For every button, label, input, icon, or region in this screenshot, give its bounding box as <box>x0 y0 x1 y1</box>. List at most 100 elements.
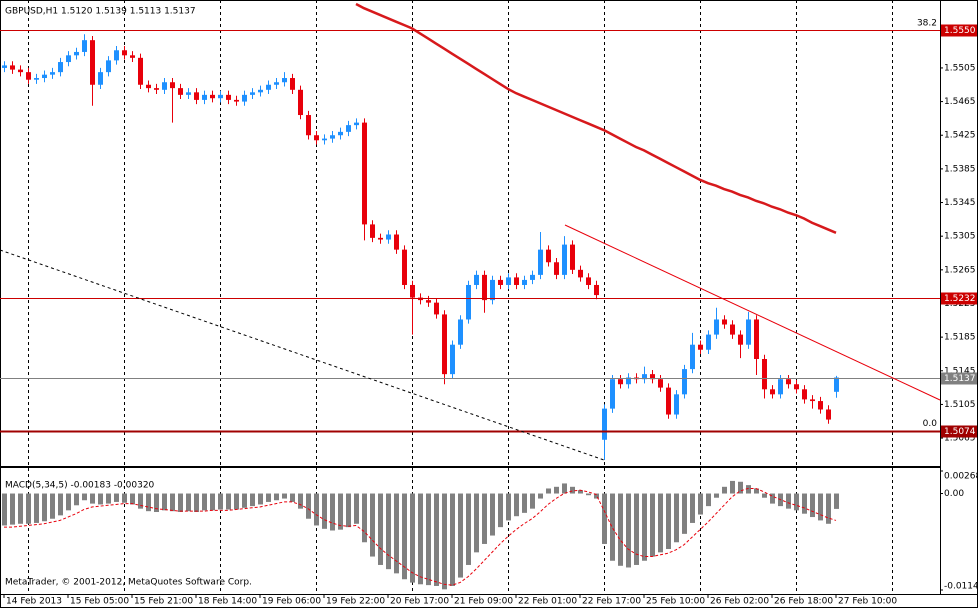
candle-body <box>186 92 191 95</box>
macd-bar <box>362 493 367 543</box>
macd-bar <box>338 493 343 530</box>
candle-body <box>674 394 679 415</box>
candle-body <box>794 384 799 390</box>
candle-body <box>58 62 63 73</box>
candle-body <box>402 249 407 285</box>
price-level-box <box>941 292 977 305</box>
x-tick-label: 15 Feb 21:00 <box>134 597 193 607</box>
macd-bar <box>506 493 511 521</box>
macd-bar <box>490 493 495 536</box>
candle-body <box>722 319 727 325</box>
price-level-label: 1.5232 <box>944 294 976 304</box>
macd-bar <box>234 493 239 510</box>
macd-bar <box>826 493 831 524</box>
macd-bar <box>578 490 583 494</box>
price-level-label: 1.5550 <box>944 26 976 36</box>
macd-signal <box>4 487 837 586</box>
macd-bar <box>794 493 799 511</box>
macd-bar <box>258 493 263 505</box>
macd-bar <box>426 493 431 586</box>
macd-bar <box>170 493 175 512</box>
macd-bar <box>514 493 519 517</box>
macd-bar <box>26 493 31 524</box>
macd-bar <box>386 493 391 570</box>
macd-title: MACD(5,34,5) -0.00183 -0.00320 <box>5 481 155 491</box>
candle-body <box>178 88 183 95</box>
candle-body <box>746 319 751 345</box>
candle-body <box>554 262 559 275</box>
macd-bar <box>706 493 711 507</box>
macd-bar <box>314 493 319 526</box>
macd-bar <box>154 493 159 513</box>
candle-body <box>466 284 471 320</box>
candle-body <box>306 115 311 136</box>
y-tick-label: 1.5065 <box>944 434 976 444</box>
y-tick-label: 1.5425 <box>944 131 976 141</box>
x-tick-label: 18 Feb 14:00 <box>198 597 257 607</box>
candle-body <box>314 135 319 141</box>
candle-body <box>626 377 631 385</box>
macd-bar <box>130 493 135 505</box>
macd-bar <box>634 493 639 565</box>
candle-body <box>666 387 671 415</box>
macd-bar <box>218 493 223 510</box>
macd-bar <box>114 493 119 502</box>
macd-bar <box>434 493 439 586</box>
candle-body <box>738 334 743 345</box>
macd-bar <box>282 493 287 499</box>
y-tick-label: 1.5305 <box>944 232 976 242</box>
candle-body <box>26 72 31 80</box>
candle-body <box>146 84 151 89</box>
macd-bar <box>146 493 151 512</box>
macd-bar <box>626 493 631 568</box>
x-tick-label: 27 Feb 10:00 <box>838 597 897 607</box>
candle-body <box>378 237 383 240</box>
candle-body <box>482 274 487 301</box>
macd-bar <box>402 493 407 580</box>
macd-bar <box>162 493 167 511</box>
candle-body <box>106 60 111 73</box>
y-tick-label: 1.5105 <box>944 400 976 410</box>
candle-body <box>450 344 455 375</box>
macd-bar <box>202 493 207 511</box>
macd-bar <box>554 486 559 494</box>
macd-bar <box>418 493 423 585</box>
candle-body <box>730 324 735 335</box>
macd-bar <box>538 493 543 499</box>
macd-bar <box>106 493 111 504</box>
candle-body <box>290 78 295 90</box>
candle-body <box>610 379 615 409</box>
x-tick-label: 21 Feb 09:00 <box>454 597 513 607</box>
macd-bar <box>754 488 759 494</box>
candle-body <box>274 82 279 85</box>
macd-bar <box>2 493 7 526</box>
candle-body <box>266 84 271 90</box>
axes-layer: 1.5505 1.5465 1.5425 1.5385 1.5345 1.5305 1.52… <box>3 24 978 607</box>
macd-bar <box>658 493 663 553</box>
candle-body <box>818 401 823 410</box>
macd-bar <box>50 493 55 519</box>
macd-bar <box>690 493 695 523</box>
macd-bar <box>58 493 63 516</box>
candle-body <box>282 78 287 83</box>
macd-pane <box>2 480 839 590</box>
candle-body <box>74 51 79 56</box>
macd-bar <box>570 486 575 494</box>
copyright: MetaTrader, © 2001-2012, MetaQuotes Soft… <box>5 578 252 588</box>
macd-bar <box>562 483 567 494</box>
macd-bar <box>594 493 599 499</box>
candle-body <box>698 344 703 350</box>
candle-body <box>330 135 335 139</box>
candle-body <box>338 131 343 136</box>
macd-bar <box>482 493 487 544</box>
macd-bar <box>450 493 455 586</box>
candle-body <box>498 279 503 285</box>
candle-body <box>210 94 215 99</box>
candle-body <box>370 224 375 238</box>
candle-body <box>474 274 479 285</box>
macd-bar <box>330 493 335 531</box>
x-tick-label: 19 Feb 06:00 <box>262 597 321 607</box>
candle-body <box>530 274 535 280</box>
macd-bar <box>586 493 591 496</box>
candle-body <box>250 92 255 95</box>
